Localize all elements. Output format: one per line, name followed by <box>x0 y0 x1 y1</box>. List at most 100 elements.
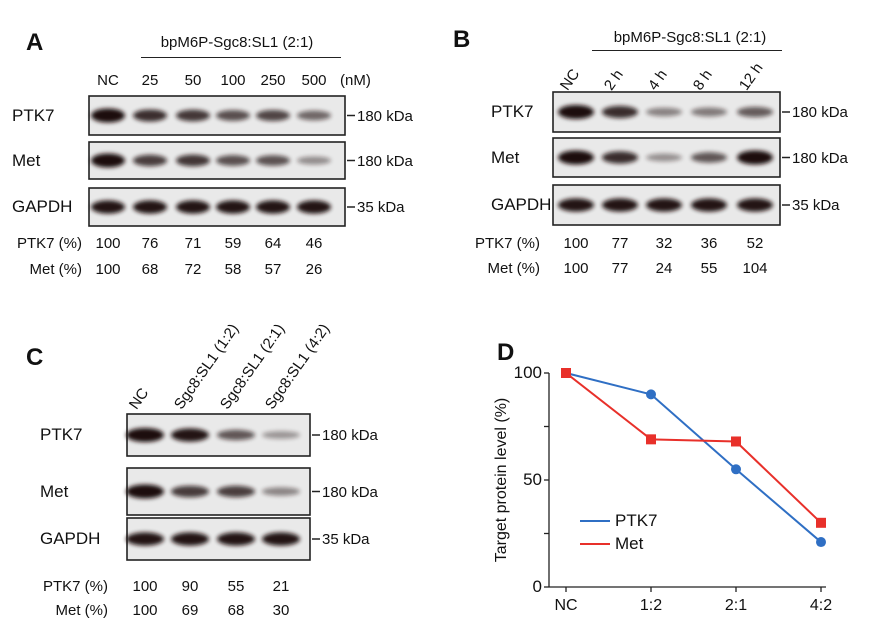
lane-label: 50 <box>184 72 202 89</box>
data-point <box>731 436 741 447</box>
quant-value: 77 <box>611 260 629 277</box>
band <box>217 532 255 546</box>
quant-value: 104 <box>742 260 768 277</box>
quant-row-label: PTK7 (%) <box>474 235 540 252</box>
band <box>646 107 682 117</box>
quant-value: 77 <box>611 235 629 252</box>
treatment-header: bpM6P-Sgc8:SL1 (2:1) <box>613 29 767 46</box>
series-met <box>561 368 826 545</box>
band <box>558 105 594 119</box>
blot-label-ptk7: PTK7 <box>40 425 83 444</box>
blot-met <box>88 141 355 180</box>
quant-value: 100 <box>563 235 589 252</box>
quant-value: 100 <box>132 578 158 595</box>
quant-value: 58 <box>224 261 242 278</box>
data-point <box>646 389 656 400</box>
treatment-header: bpM6P-Sgc8:SL1 (2:1) <box>160 34 314 51</box>
data-point <box>816 517 826 528</box>
blot-label-ptk7: PTK7 <box>12 105 55 125</box>
treatment-bracket-line <box>141 57 341 58</box>
line-chart <box>544 372 826 592</box>
y-tick-label: 50 <box>523 470 542 489</box>
quant-value: 71 <box>184 235 202 252</box>
molecular-weight-marker: 35 kDa <box>357 199 405 216</box>
lane-label: NC <box>97 72 119 89</box>
molecular-weight-marker: 35 kDa <box>792 197 840 214</box>
band <box>737 198 773 212</box>
band <box>216 110 250 121</box>
band <box>91 108 125 123</box>
band <box>126 428 164 442</box>
quant-value: 24 <box>655 260 673 277</box>
quant-value: 46 <box>305 235 323 252</box>
quant-value: 90 <box>181 578 199 595</box>
band <box>126 532 164 546</box>
blot-gapdh <box>126 517 320 561</box>
band <box>216 200 250 214</box>
molecular-weight-marker: 180 kDa <box>792 104 848 121</box>
blot-label-gapdh: GAPDH <box>40 529 101 548</box>
series-line <box>565 372 822 543</box>
band <box>297 156 331 165</box>
quant-value: 76 <box>141 235 159 252</box>
quant-row-label: Met (%) <box>55 602 109 619</box>
molecular-weight-marker: 180 kDa <box>792 149 848 167</box>
legend-label: Met <box>615 534 644 553</box>
legend-label: PTK7 <box>615 511 658 530</box>
band <box>256 200 290 214</box>
blot-ptk7 <box>552 91 790 133</box>
quant-value: 64 <box>264 235 282 252</box>
band <box>171 428 209 442</box>
band <box>171 485 209 498</box>
blot-gapdh <box>88 187 355 227</box>
blot-met <box>552 137 790 178</box>
band <box>256 109 290 122</box>
band <box>133 154 167 167</box>
lane-label: 250 <box>260 72 286 89</box>
panel-label-d: D <box>497 339 515 366</box>
quant-value: 100 <box>95 261 121 278</box>
band <box>176 200 210 214</box>
data-point <box>646 434 656 445</box>
band <box>646 153 682 162</box>
band <box>691 107 727 117</box>
band <box>262 532 300 546</box>
band <box>91 200 125 214</box>
quant-value: 100 <box>132 602 158 619</box>
data-point <box>731 464 741 475</box>
y-tick-label: 100 <box>513 363 542 382</box>
band <box>602 151 638 164</box>
band <box>133 109 167 122</box>
band <box>176 109 210 122</box>
band <box>256 155 290 166</box>
band <box>737 106 773 118</box>
series-line <box>565 372 822 524</box>
band <box>602 105 638 119</box>
y-axis-label: Target protein level (%) <box>493 397 510 563</box>
blot-label-gapdh: GAPDH <box>491 195 552 214</box>
lane-label: 500 <box>301 72 327 89</box>
quant-value: 68 <box>141 261 159 278</box>
band <box>176 154 210 167</box>
band <box>171 532 209 546</box>
quant-value: 36 <box>700 235 718 252</box>
band <box>262 431 300 439</box>
blot-label-ptk7: PTK7 <box>491 102 534 121</box>
blot-gapdh <box>552 184 790 226</box>
quant-value: 55 <box>227 578 245 595</box>
treatment-bracket-line <box>592 50 782 51</box>
blot-label-met: Met <box>12 150 41 170</box>
band <box>262 487 300 496</box>
x-tick-label: 2:1 <box>724 597 748 614</box>
band <box>126 484 164 499</box>
band <box>691 152 727 163</box>
quant-row-label: Met (%) <box>487 260 541 277</box>
panel-label-c: C <box>26 344 44 371</box>
data-point <box>816 537 826 548</box>
quant-value: 55 <box>700 260 718 277</box>
blot-met <box>126 467 320 516</box>
panel-label-a: A <box>26 29 44 56</box>
blot-label-met: Met <box>40 481 69 501</box>
